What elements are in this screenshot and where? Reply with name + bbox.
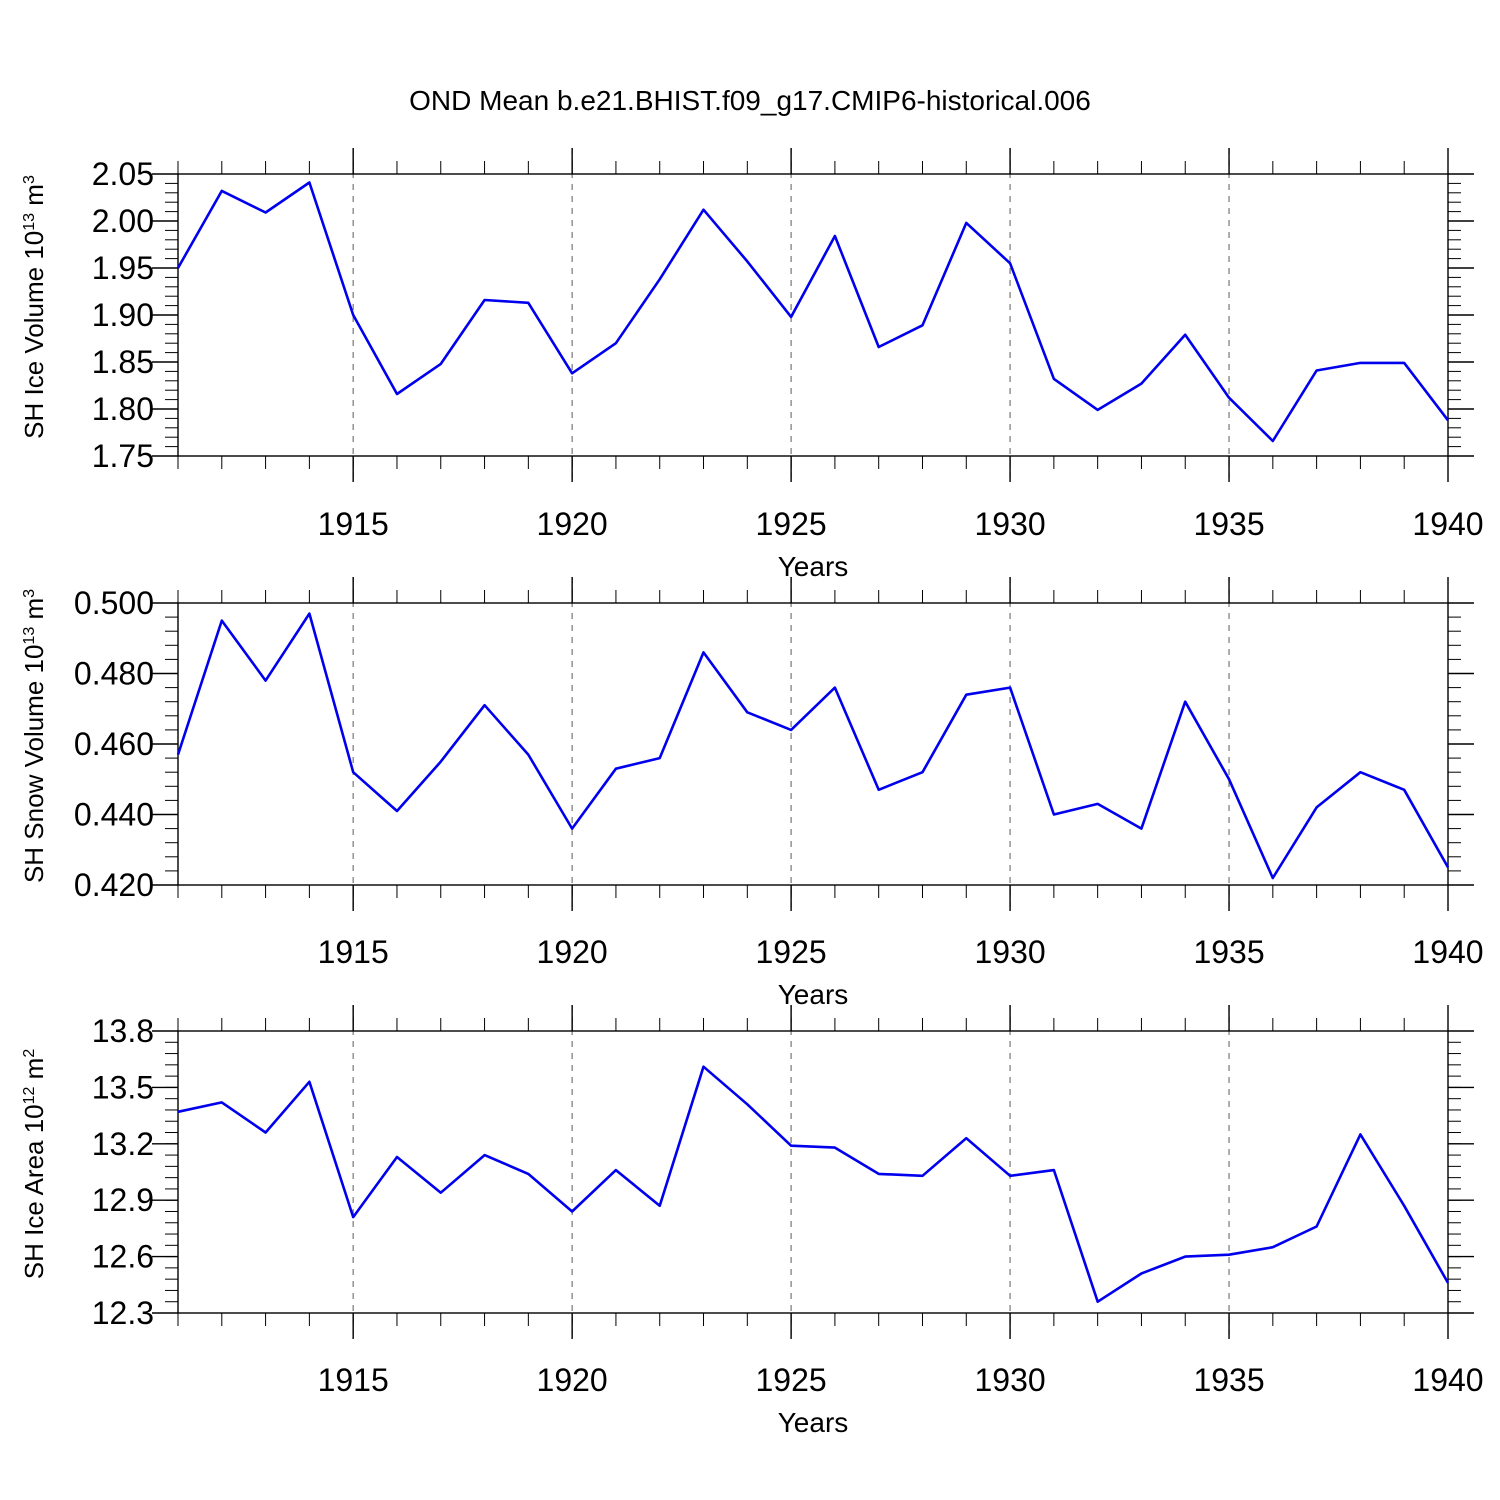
chart-panel-3: 12.3 12.6 12.9 13.2 13.5 13.8 1915 1920 1925 1930…: [19, 1005, 1484, 1438]
x-tick-label: 1930: [974, 506, 1045, 542]
y-axis-label-part: m: [19, 184, 49, 213]
y-tick-label: 1.90: [92, 297, 154, 333]
y-tick-label: 12.3: [92, 1295, 154, 1331]
y-tick-label: 0.420: [74, 867, 154, 903]
series-line: [176, 181, 1450, 443]
x-tick-label: 1940: [1412, 506, 1483, 542]
y-axis-label-part: m: [19, 598, 49, 627]
x-tick-label: 1935: [1193, 506, 1264, 542]
y-axis-label-superscript: 2: [21, 1049, 38, 1058]
x-tick-label: 1920: [537, 506, 608, 542]
x-tick-label: 1930: [974, 934, 1045, 970]
x-tick-label: 1940: [1412, 934, 1483, 970]
x-tick-label: 1940: [1412, 1362, 1483, 1398]
y-axis-label: SH Ice Volume 1013 m3: [19, 175, 49, 439]
x-axis-label: Years: [778, 551, 849, 582]
x-tick-label: 1935: [1193, 934, 1264, 970]
x-tick-label: 1935: [1193, 1362, 1264, 1398]
y-axis-label-superscript: 3: [21, 589, 38, 598]
chart-title: OND Mean b.e21.BHIST.f09_g17.CMIP6-histo…: [409, 85, 1091, 116]
series-line: [177, 1065, 1450, 1303]
y-tick-label: 2.00: [92, 203, 154, 239]
x-tick-label: 1920: [537, 1362, 608, 1398]
y-tick-label: 12.9: [92, 1182, 154, 1218]
y-tick-label: 1.75: [92, 438, 154, 474]
plot-frame: [177, 173, 1449, 457]
y-axis-label-superscript: 3: [21, 175, 38, 184]
x-tick-label: 1915: [318, 934, 389, 970]
x-axis-label: Years: [778, 1407, 849, 1438]
y-tick-label: 13.5: [92, 1069, 154, 1105]
y-tick-label: 2.05: [92, 156, 154, 192]
y-tick-label: 1.85: [92, 344, 154, 380]
y-axis-label-superscript: 13: [21, 627, 38, 645]
y-tick-label: 0.440: [74, 797, 154, 833]
y-axis-label-part: m: [19, 1058, 49, 1087]
y-tick-label: 1.95: [92, 250, 154, 286]
chart-panel-2: 0.420 0.440 0.460 0.480 0.500 1915 1920 1925 193…: [19, 577, 1484, 1010]
x-tick-label: 1930: [974, 1362, 1045, 1398]
chart-panel-1: 1.75 1.80 1.85 1.90 1.95 2.00 2.05 1915 1920 1925…: [19, 148, 1484, 582]
y-tick-label: 0.460: [74, 726, 154, 762]
y-tick-label: 0.480: [74, 656, 154, 692]
x-axis-label: Years: [778, 979, 849, 1010]
plot-frame: [177, 602, 1449, 886]
y-tick-label: 1.80: [92, 391, 154, 427]
y-axis-label-superscript: 12: [21, 1086, 38, 1104]
y-axis-label-part: SH Ice Area 10: [19, 1104, 49, 1279]
y-axis-label-part: SH Ice Volume 10: [19, 231, 49, 439]
x-tick-label: 1925: [756, 934, 827, 970]
y-tick-label: 0.500: [74, 585, 154, 621]
x-tick-label: 1925: [756, 1362, 827, 1398]
y-tick-label: 13.2: [92, 1126, 154, 1162]
plot-frame: [177, 1030, 1449, 1314]
x-tick-label: 1920: [537, 934, 608, 970]
y-axis-label-superscript: 13: [21, 213, 38, 231]
x-tick-label: 1925: [756, 506, 827, 542]
y-axis-label: SH Snow Volume 1013 m3: [19, 589, 49, 883]
x-tick-label: 1915: [318, 1362, 389, 1398]
series-line: [176, 612, 1450, 880]
y-tick-label: 13.8: [92, 1013, 154, 1049]
x-tick-label: 1915: [318, 506, 389, 542]
y-axis-label-part: SH Snow Volume 10: [19, 645, 49, 883]
y-axis-label: SH Ice Area 1012 m2: [19, 1049, 49, 1280]
y-tick-label: 12.6: [92, 1239, 154, 1275]
